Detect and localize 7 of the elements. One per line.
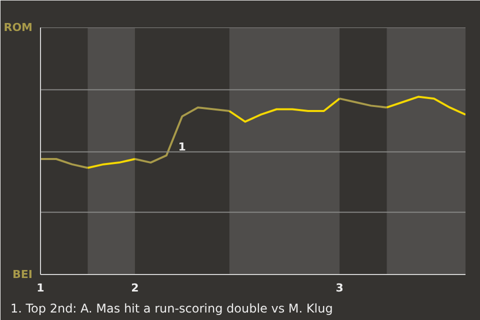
- text: BEI: [12, 268, 33, 281]
- x-tick-label: 1: [36, 282, 44, 294]
- text: ROM: [4, 21, 33, 34]
- x-tick-label: 2: [131, 282, 139, 294]
- x-tick-label: 3: [336, 282, 344, 294]
- annotation: 1: [178, 140, 186, 154]
- text: 1. Top 2nd: A. Mas hit a run-scoring double vs M. Klug: [10, 302, 333, 316]
